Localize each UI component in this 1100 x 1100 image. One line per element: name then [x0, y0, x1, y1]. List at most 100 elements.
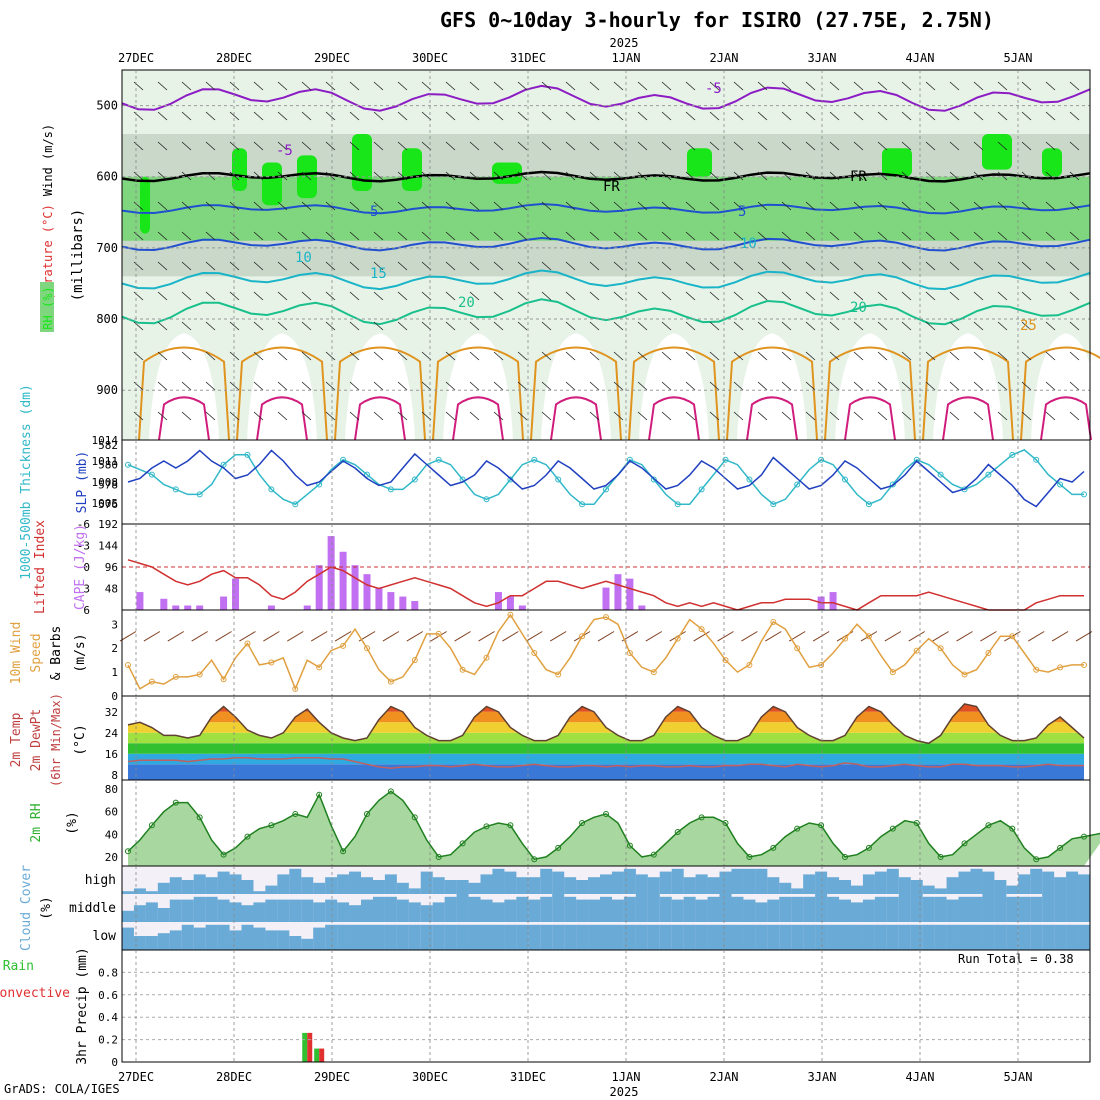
wind-barb	[1069, 141, 1080, 151]
wind-barb	[613, 201, 624, 211]
wind-barb	[781, 381, 792, 391]
cloud-bar	[611, 871, 624, 894]
cloud-bar	[671, 868, 684, 894]
cloud-bar	[683, 924, 696, 950]
cloud-bar	[205, 877, 218, 894]
wind-barb	[613, 81, 624, 91]
wind-barb	[517, 321, 528, 331]
thickness-line-point	[865, 501, 872, 508]
surface-wind-barb	[215, 631, 232, 642]
isotherm-15	[121, 269, 1091, 291]
wind-barb	[349, 141, 360, 151]
rh2m-line-point	[603, 810, 609, 817]
cloud-bar	[301, 877, 314, 894]
wind-barb	[709, 291, 720, 301]
wind-barb	[589, 381, 600, 391]
surface-wind-barb	[741, 631, 758, 642]
wind-barb	[421, 231, 432, 241]
cloud-bar	[588, 899, 601, 922]
cloud-bar	[707, 924, 720, 950]
temp-band	[127, 743, 1085, 754]
wind-barb	[277, 81, 288, 91]
cloud-bar	[874, 924, 887, 950]
cloud-bar	[982, 894, 995, 922]
cloud-bar	[169, 930, 182, 950]
cloud-bar	[229, 874, 242, 894]
cape-bar	[351, 565, 359, 610]
cloud-bar	[169, 899, 182, 922]
cloud-bar	[1066, 924, 1079, 950]
wind-barb	[301, 111, 312, 121]
li-tick-label: 3	[83, 583, 90, 596]
wind-barb	[685, 201, 696, 211]
li-tick-label: -6	[77, 518, 90, 531]
surface-wind-barb	[406, 631, 424, 642]
wind-barb	[1021, 411, 1032, 421]
cloud-bar	[695, 924, 708, 950]
cloud-bar	[552, 924, 565, 950]
wind-barb	[373, 171, 384, 181]
wind-barb	[565, 291, 576, 301]
precip-axis-label: 3hr Precip (mm)	[75, 947, 90, 1064]
wind-barb	[949, 411, 960, 421]
cloud-bar	[564, 924, 577, 950]
precip-label-convective: Convective	[0, 986, 70, 1001]
cloud-bar	[803, 874, 816, 894]
cloud-bar	[181, 924, 194, 950]
wind-barb	[757, 291, 768, 301]
cloud-bar	[839, 924, 852, 950]
wind-barb	[805, 321, 816, 331]
wind-barb	[157, 201, 168, 211]
wind-barb	[877, 321, 888, 331]
cloud-bar	[850, 924, 863, 950]
surface-wind-barb	[980, 631, 997, 642]
cape-bar	[160, 598, 168, 610]
contour-label: 20	[850, 300, 867, 316]
thickness-line-point	[1033, 456, 1040, 463]
rh2m-line-point	[459, 840, 466, 847]
wind-barb	[661, 141, 672, 151]
cloud-bar	[516, 896, 529, 922]
wind-barb	[877, 381, 888, 391]
wind-barb	[805, 201, 816, 211]
cloud-bar	[850, 885, 863, 894]
wind-barb	[733, 111, 744, 121]
isotherm-30	[844, 396, 896, 441]
slp-tick-label: 1011	[92, 455, 119, 468]
cloud-bar	[277, 930, 290, 950]
wind-barb	[541, 291, 552, 301]
wind-barb	[325, 291, 336, 301]
wind-barb	[469, 261, 480, 271]
surface-wind-barb	[908, 631, 925, 642]
wind-barb	[157, 81, 168, 91]
wind-barb	[949, 381, 960, 391]
cloud-bar	[432, 902, 445, 922]
wind-barb	[637, 261, 648, 271]
cloud-bar	[456, 880, 469, 894]
wind-barb	[469, 141, 480, 151]
wind-speed-line-point	[626, 650, 633, 656]
isotherm-25	[922, 346, 1014, 441]
wind-barb	[997, 291, 1008, 301]
wind-barb	[445, 291, 456, 301]
wind-barb	[493, 111, 504, 121]
wind-barb	[637, 81, 648, 91]
cloud-bar	[994, 894, 1007, 922]
wind-barb	[301, 411, 312, 421]
cloud-bar	[647, 894, 660, 922]
cloud-bar	[958, 896, 971, 922]
wind-barb	[157, 171, 168, 181]
wind-speed-line	[127, 613, 1084, 691]
wind-speed-line-point	[650, 669, 657, 676]
wind-barb	[997, 231, 1008, 241]
wind-barb	[565, 351, 576, 361]
cloud-bar	[994, 880, 1007, 894]
cloud-bar	[396, 899, 409, 922]
wind-barb	[253, 381, 264, 391]
wind-speed-line-point	[268, 659, 275, 666]
wind-barb	[997, 351, 1008, 361]
wind-barb	[253, 81, 264, 91]
wind-barb	[733, 381, 744, 391]
wind-barb	[925, 171, 936, 181]
isotherm-30	[550, 396, 602, 441]
